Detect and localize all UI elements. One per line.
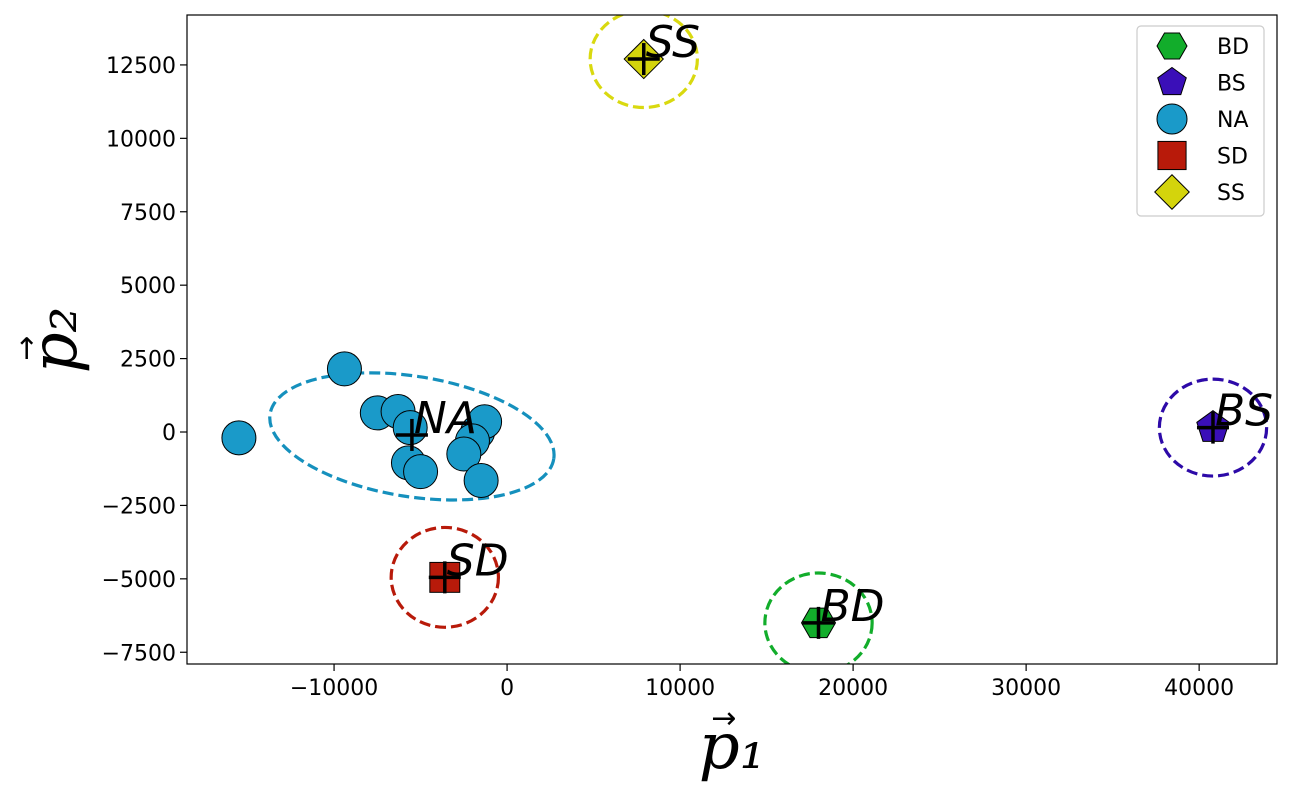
- y-tick-label: 2500: [120, 348, 176, 373]
- y-tick-label: −2500: [102, 494, 176, 519]
- legend-bs-marker: [1157, 66, 1187, 96]
- bd-ellipse: [763, 571, 874, 664]
- legend-ss-marker: [1154, 174, 1190, 210]
- legend-na-marker: [1156, 103, 1188, 135]
- legend-na-label: NA: [1217, 108, 1249, 133]
- x-tick-label: −10000: [290, 676, 378, 701]
- legend-sd-label: SD: [1217, 145, 1248, 170]
- legend-bs-label: BS: [1217, 72, 1246, 97]
- y-tick-label: 12500: [106, 54, 176, 79]
- plot-area: [187, 15, 1277, 664]
- y-tick-label: 10000: [106, 127, 176, 152]
- y-axis-label-text: p₂: [18, 307, 92, 374]
- y-tick-label: 0: [162, 421, 176, 446]
- x-axis-arrow: →: [711, 701, 736, 736]
- ss-cluster-label: SS: [646, 17, 700, 68]
- na-cluster-label: NA: [414, 393, 477, 444]
- na-point: [446, 436, 482, 472]
- na-point: [326, 351, 362, 387]
- y-axis-label: p₂: [18, 307, 92, 374]
- y-tick-label: −7500: [102, 641, 176, 666]
- y-tick-label: −5000: [102, 568, 176, 593]
- x-axis-label-text: p₁: [699, 710, 766, 784]
- legend-ss-label: SS: [1217, 181, 1245, 206]
- sd-ellipse: [389, 525, 501, 629]
- legend: BD BS NA SD SS: [1136, 25, 1265, 217]
- x-tick-label: 0: [500, 676, 514, 701]
- bs-cluster-label: BS: [1215, 386, 1273, 437]
- y-tick-label: 7500: [120, 201, 176, 226]
- na-ellipse: [268, 371, 556, 502]
- x-axis-label: p₁: [699, 710, 766, 784]
- x-tick-label: 10000: [645, 676, 715, 701]
- y-axis-arrow: →: [9, 335, 44, 360]
- x-tick-label: 30000: [991, 676, 1061, 701]
- legend-sd-marker: [1157, 140, 1187, 171]
- plot-frame: [186, 14, 1278, 665]
- na-point: [403, 454, 439, 490]
- y-tick-label: 5000: [120, 274, 176, 299]
- x-tick-label: 20000: [818, 676, 888, 701]
- x-tick-label: 40000: [1164, 676, 1234, 701]
- ss-ellipse: [588, 15, 699, 110]
- bd-cluster-label: BD: [821, 581, 885, 632]
- na-point: [463, 462, 499, 498]
- sd-cluster-label: SD: [447, 535, 509, 586]
- legend-bd-label: BD: [1217, 35, 1249, 60]
- legend-bd-marker: [1156, 32, 1188, 60]
- na-point: [221, 420, 257, 456]
- bs-ellipse: [1157, 377, 1269, 478]
